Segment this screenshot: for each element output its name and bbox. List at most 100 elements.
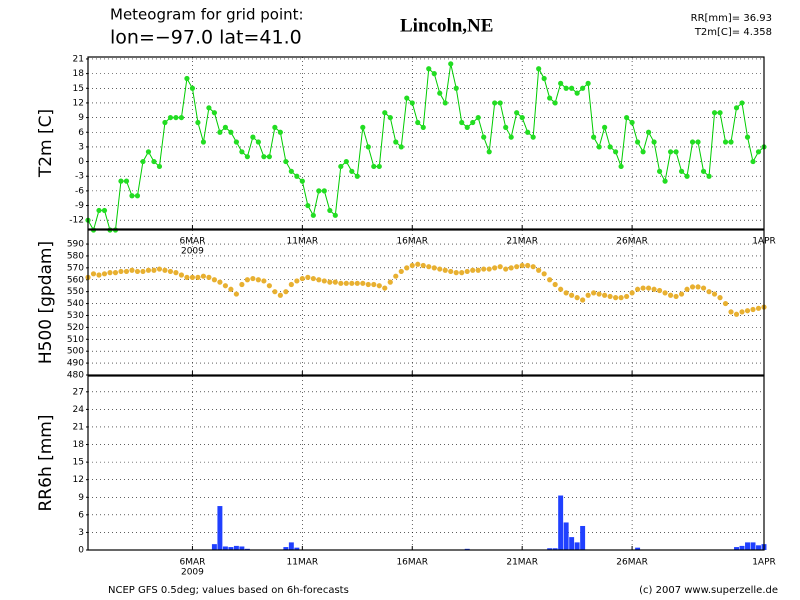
point: [695, 284, 701, 290]
point: [717, 110, 723, 116]
point: [481, 134, 487, 140]
point: [250, 134, 256, 140]
point: [645, 285, 652, 291]
point: [140, 158, 146, 165]
point: [387, 114, 393, 121]
point: [145, 267, 152, 273]
point: [382, 110, 388, 116]
point: [261, 278, 267, 284]
point: [101, 271, 108, 277]
y-tick-label: 21: [73, 422, 84, 432]
point: [711, 110, 718, 116]
point: [266, 154, 272, 160]
point: [618, 163, 624, 170]
point: [283, 158, 289, 165]
point: [288, 281, 294, 288]
point: [470, 267, 476, 273]
point: [607, 293, 613, 300]
point: [184, 274, 190, 280]
point: [651, 139, 657, 145]
point: [206, 274, 212, 280]
point: [629, 119, 635, 126]
point: [244, 154, 250, 160]
point: [151, 267, 157, 273]
point: [310, 275, 316, 282]
point: [755, 305, 762, 311]
point: [541, 271, 547, 277]
point: [678, 291, 685, 297]
point: [316, 188, 322, 194]
point: [602, 292, 608, 298]
point: [750, 158, 756, 165]
y-tick-label: 0: [78, 157, 84, 167]
point: [255, 139, 261, 145]
point: [552, 281, 558, 288]
point: [541, 75, 547, 82]
point: [404, 95, 410, 101]
y-tick-label: 21: [73, 54, 84, 64]
bar: [294, 547, 300, 550]
line: [87, 63, 765, 232]
panel-frame: [87, 375, 765, 551]
y-tick-label: 570: [67, 263, 84, 273]
point: [733, 105, 740, 111]
bar: [750, 542, 756, 550]
point: [629, 290, 635, 296]
point: [431, 71, 437, 77]
point: [178, 114, 185, 121]
point: [470, 119, 476, 126]
point: [156, 163, 163, 170]
point: [580, 85, 586, 91]
point: [387, 279, 393, 285]
y-tick-label: 15: [73, 84, 84, 94]
point: [426, 66, 432, 72]
point: [596, 144, 602, 150]
point: [118, 178, 124, 184]
point: [728, 139, 734, 145]
point: [525, 129, 531, 135]
point: [393, 139, 399, 145]
point: [415, 119, 421, 126]
bar: [228, 547, 234, 550]
point: [442, 267, 448, 273]
point: [453, 85, 459, 91]
point: [503, 124, 509, 130]
point: [327, 279, 333, 285]
point: [206, 105, 212, 111]
point: [343, 158, 349, 165]
y-tick-label: 530: [67, 311, 84, 321]
y-tick-label: 27: [73, 387, 84, 397]
point: [123, 268, 130, 275]
year-label: 2009: [181, 247, 204, 257]
point: [475, 267, 481, 273]
point: [585, 80, 591, 86]
point: [332, 212, 338, 218]
y-tick-label: 3: [78, 142, 84, 152]
point: [272, 124, 278, 130]
point: [343, 280, 349, 286]
y-axis-label: H500 [gpdam]: [36, 241, 56, 364]
bar: [563, 522, 569, 550]
point: [689, 139, 696, 145]
point: [244, 277, 250, 283]
point: [618, 295, 624, 301]
y-tick-label: 490: [67, 359, 84, 369]
point: [580, 297, 586, 303]
point: [376, 283, 382, 289]
point: [645, 129, 652, 135]
point: [431, 265, 437, 271]
point: [700, 168, 707, 174]
point: [162, 267, 168, 273]
point: [338, 163, 344, 170]
point: [744, 308, 751, 314]
x-tick-label: 16MAR: [396, 237, 428, 247]
point: [662, 178, 668, 184]
point: [497, 100, 503, 106]
point: [316, 277, 322, 283]
point: [167, 114, 174, 121]
y-tick-label: 9: [78, 493, 84, 503]
point: [294, 278, 300, 284]
point: [602, 124, 608, 130]
point: [404, 265, 410, 271]
